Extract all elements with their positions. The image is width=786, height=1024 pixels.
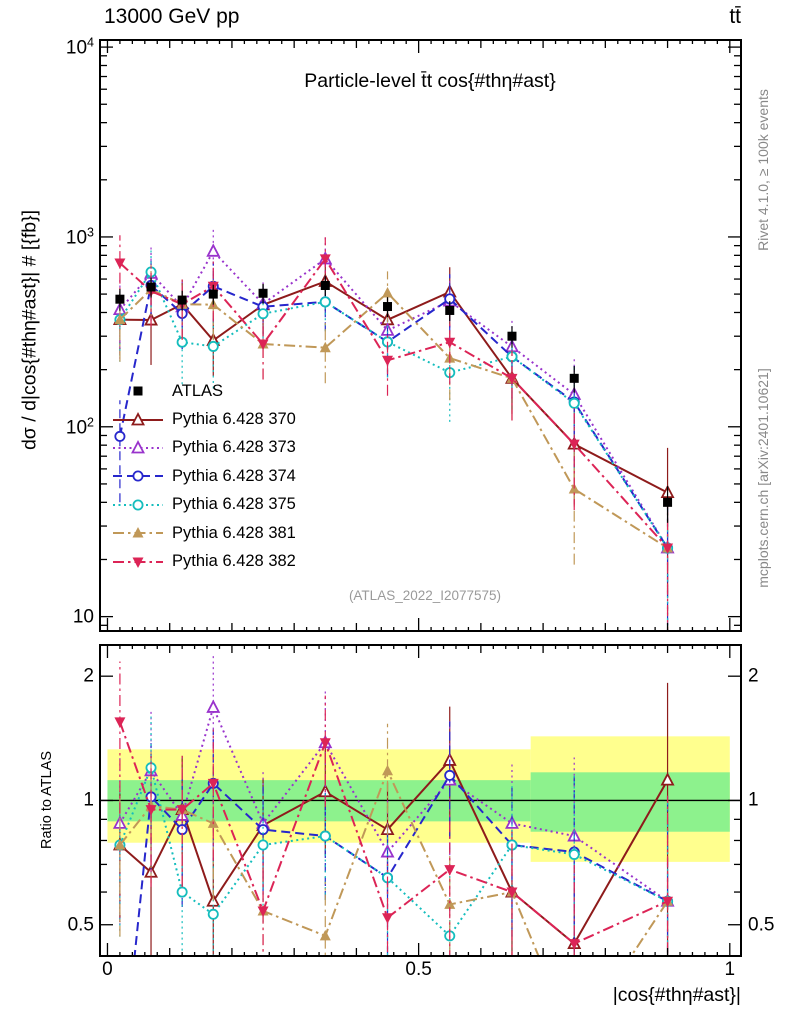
legend-marker	[113, 557, 163, 568]
x-axis-label: |cos{#thη#ast}|	[612, 984, 741, 1006]
plot-title: Particle-level t̄t cos{#thη#ast}	[304, 70, 556, 92]
legend-item-label: Pythia 6.428 381	[172, 523, 296, 542]
legend-item-label: Pythia 6.428 382	[172, 552, 296, 571]
legend: ATLAS Pythia 6.428 370 Pythia 6.428 373 Pyt…	[112, 377, 296, 576]
legend-item-label: Pythia 6.428 373	[172, 438, 296, 457]
axis-ticks	[100, 40, 741, 956]
legend-item-label: ATLAS	[172, 381, 224, 400]
y-axis-label-main: dσ / d|cos{#thη#ast}| # [{fb}]	[18, 209, 41, 451]
legend-item-pythia-6-428-373: Pythia 6.428 373	[112, 434, 296, 462]
legend-marker	[133, 386, 143, 396]
green-uncertainty-band	[530, 772, 730, 832]
legend-marker	[113, 527, 163, 538]
panel-frame	[99, 39, 742, 632]
legend-item-pythia-6-428-382: Pythia 6.428 382	[112, 547, 296, 575]
ratio-series-pythia-6-428-382	[114, 661, 674, 956]
legend-marker	[113, 440, 163, 454]
legend-marker	[113, 470, 163, 482]
legend-item-label: Pythia 6.428 374	[172, 466, 296, 485]
legend-item-pythia-6-428-381: Pythia 6.428 381	[112, 519, 296, 547]
rivet-version-note: Rivet 4.1.0, ≥ 100k events	[755, 89, 771, 251]
mcplots-note: mcplots.cern.ch [arXiv:2401.10621]	[755, 368, 771, 588]
legend-item-label: Pythia 6.428 375	[172, 495, 296, 514]
legend-item-pythia-6-428-375: Pythia 6.428 375	[112, 491, 296, 519]
analysis-watermark: (ATLAS_2022_I2077575)	[348, 588, 502, 603]
legend-item-atlas: ATLAS	[112, 377, 296, 405]
main-series-atlas	[115, 276, 673, 523]
y-axis-label-ratio: Ratio to ATLAS	[39, 750, 55, 850]
legend-marker	[113, 499, 163, 511]
process-label: tt̄	[729, 5, 741, 28]
beam-energy-label: 13000 GeV pp	[104, 5, 240, 28]
legend-marker	[113, 411, 163, 425]
legend-item-label: Pythia 6.428 370	[172, 410, 296, 429]
legend-item-pythia-6-428-370: Pythia 6.428 370	[112, 405, 296, 433]
legend-item-pythia-6-428-374: Pythia 6.428 374	[112, 462, 296, 490]
